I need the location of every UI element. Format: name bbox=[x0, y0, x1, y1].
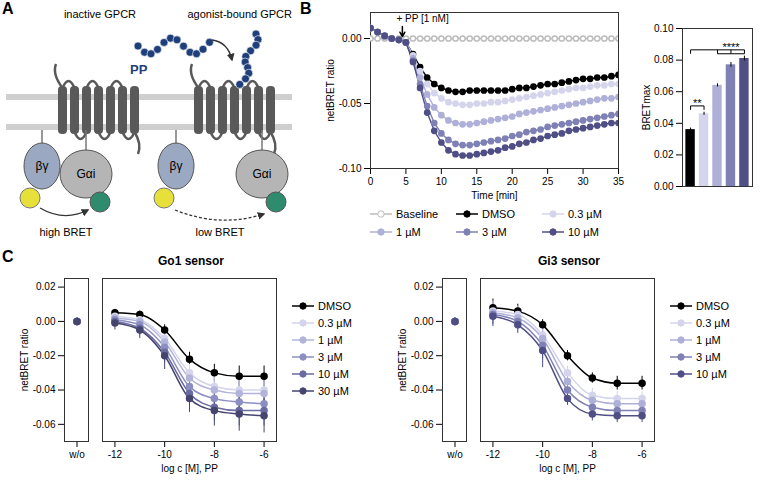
svg-text:-0.10: -0.10 bbox=[339, 163, 362, 174]
svg-text:0.00: 0.00 bbox=[36, 316, 56, 327]
svg-text:βγ: βγ bbox=[170, 159, 183, 173]
html-text:0.3 µM: 0.3 µM bbox=[318, 316, 352, 329]
html-text:0.3 µM: 0.3 µM bbox=[696, 316, 730, 329]
html-text:10 µM: 10 µM bbox=[696, 367, 727, 380]
svg-text:-12: -12 bbox=[486, 449, 501, 460]
svg-text:+ PP [1 nM]: + PP [1 nM] bbox=[396, 13, 449, 24]
svg-text:-0.04: -0.04 bbox=[33, 384, 56, 395]
svg-text:inactive GPCR: inactive GPCR bbox=[64, 8, 136, 20]
svg-text:30: 30 bbox=[578, 176, 590, 187]
html-text:1 µM: 1 µM bbox=[318, 333, 343, 346]
svg-text:0: 0 bbox=[368, 176, 374, 187]
html-text:3 µM: 3 µM bbox=[318, 350, 343, 363]
svg-text:netBRET ratio: netBRET ratio bbox=[325, 59, 336, 122]
svg-text:20: 20 bbox=[507, 176, 519, 187]
svg-text:0.02: 0.02 bbox=[414, 281, 434, 292]
svg-text:0.00: 0.00 bbox=[342, 33, 362, 44]
svg-text:-0.02: -0.02 bbox=[411, 350, 434, 361]
svg-text:15: 15 bbox=[471, 176, 483, 187]
svg-text:-8: -8 bbox=[588, 449, 597, 460]
svg-text:Gαi: Gαi bbox=[77, 167, 96, 181]
html-text:1 µM: 1 µM bbox=[696, 333, 721, 346]
html-text:10 µM: 10 µM bbox=[568, 225, 599, 238]
svg-text:10: 10 bbox=[436, 176, 448, 187]
svg-text:-10: -10 bbox=[535, 449, 550, 460]
svg-text:**: ** bbox=[693, 97, 702, 109]
svg-text:low BRET: low BRET bbox=[196, 226, 245, 238]
html-text:0.3 µM: 0.3 µM bbox=[568, 207, 602, 220]
svg-text:0.02: 0.02 bbox=[654, 149, 674, 160]
svg-text:-12: -12 bbox=[108, 449, 123, 460]
svg-text:-8: -8 bbox=[210, 449, 219, 460]
html-text:Baseline: Baseline bbox=[396, 207, 439, 220]
svg-text:-0.02: -0.02 bbox=[33, 350, 56, 361]
svg-text:-0.06: -0.06 bbox=[33, 419, 56, 430]
html-text:B: B bbox=[300, 0, 312, 17]
svg-text:Gαi: Gαi bbox=[253, 167, 272, 181]
svg-text:PP: PP bbox=[130, 62, 148, 77]
html-text:A: A bbox=[2, 0, 14, 17]
svg-text:35: 35 bbox=[613, 176, 625, 187]
html-text:Go1 sensor: Go1 sensor bbox=[158, 254, 224, 268]
svg-text:0.10: 0.10 bbox=[654, 23, 674, 34]
html-text:10 µM: 10 µM bbox=[318, 367, 349, 380]
svg-text:log c [M], PP: log c [M], PP bbox=[539, 463, 596, 474]
svg-text:w/o: w/o bbox=[68, 449, 85, 460]
svg-text:Time [min]: Time [min] bbox=[471, 190, 518, 201]
svg-text:-0.04: -0.04 bbox=[411, 384, 434, 395]
svg-text:0.00: 0.00 bbox=[654, 181, 674, 192]
svg-text:netBRET ratio: netBRET ratio bbox=[19, 328, 30, 391]
svg-text:0.06: 0.06 bbox=[654, 86, 674, 97]
svg-text:5: 5 bbox=[403, 176, 409, 187]
svg-text:βγ: βγ bbox=[36, 159, 49, 173]
svg-text:BRETmax: BRETmax bbox=[641, 85, 652, 131]
html-text:3 µM: 3 µM bbox=[482, 225, 507, 238]
svg-text:0.04: 0.04 bbox=[654, 118, 674, 129]
svg-text:w/o: w/o bbox=[446, 449, 463, 460]
html-text:Gi3 sensor: Gi3 sensor bbox=[538, 254, 600, 268]
svg-text:high BRET: high BRET bbox=[39, 226, 92, 238]
svg-text:-0.05: -0.05 bbox=[339, 98, 362, 109]
svg-text:netBRET ratio: netBRET ratio bbox=[397, 328, 408, 391]
svg-text:-6: -6 bbox=[260, 449, 269, 460]
svg-text:0.02: 0.02 bbox=[36, 281, 56, 292]
html-text:1 µM: 1 µM bbox=[396, 225, 421, 238]
svg-text:-6: -6 bbox=[638, 449, 647, 460]
html-text:DMSO: DMSO bbox=[696, 299, 729, 312]
svg-text:0.08: 0.08 bbox=[654, 54, 674, 65]
svg-text:log c [M], PP: log c [M], PP bbox=[161, 463, 218, 474]
svg-text:****: **** bbox=[722, 41, 740, 53]
html-text:C: C bbox=[2, 248, 14, 265]
svg-text:-10: -10 bbox=[157, 449, 172, 460]
html-text:DMSO: DMSO bbox=[318, 299, 351, 312]
svg-text:-0.06: -0.06 bbox=[411, 419, 434, 430]
svg-text:agonist-bound GPCR: agonist-bound GPCR bbox=[187, 8, 292, 20]
html-text:3 µM: 3 µM bbox=[696, 350, 721, 363]
svg-text:0.00: 0.00 bbox=[414, 316, 434, 327]
html-text:30 µM: 30 µM bbox=[318, 384, 349, 397]
svg-text:25: 25 bbox=[542, 176, 554, 187]
html-text:DMSO: DMSO bbox=[482, 207, 515, 220]
